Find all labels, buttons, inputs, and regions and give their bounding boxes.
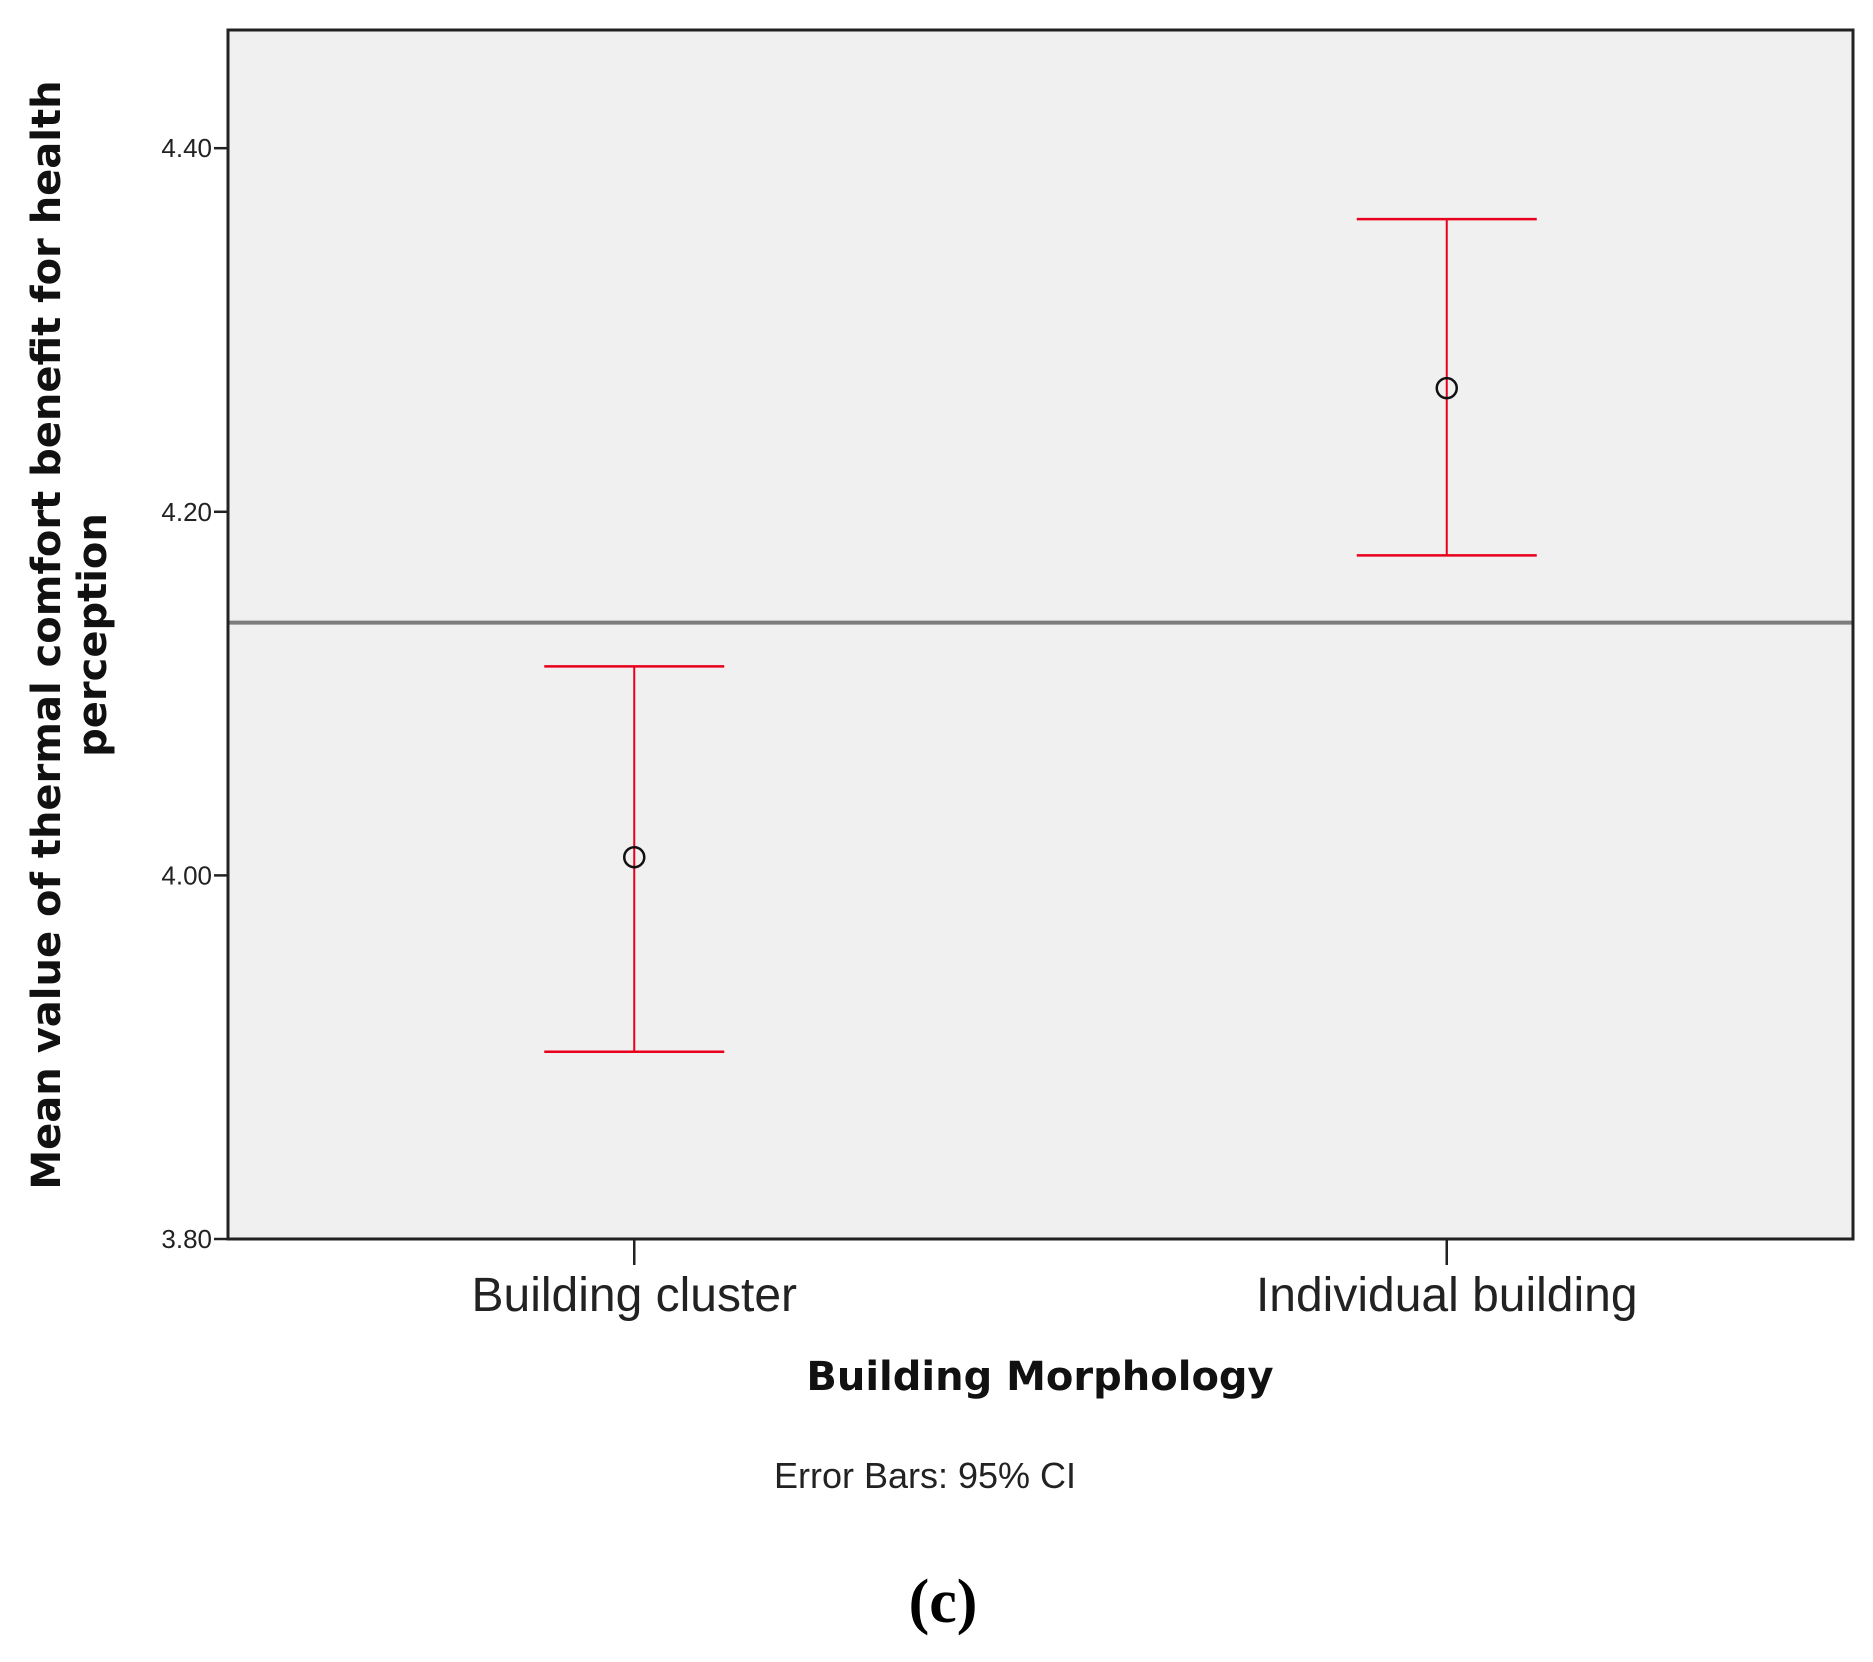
x-category-label: Individual building (1256, 1269, 1638, 1322)
x-category-label: Building cluster (472, 1269, 798, 1322)
y-axis: 3.80 4.00 4.20 4.40 (161, 133, 228, 1254)
data-marks (544, 217, 1537, 1053)
y-tick-label: 4.20 (161, 497, 212, 527)
mean-marker (623, 845, 646, 869)
plot-area (226, 28, 1855, 1241)
x-axis: Building cluster Individual building (472, 1239, 1638, 1322)
error-bars-footnote: Error Bars: 95% CI (774, 1455, 1076, 1496)
x-axis-title: Building Morphology (806, 1354, 1273, 1400)
y-axis-title-line1: Mean value of thermal comfort benefit fo… (24, 80, 70, 1189)
y-tick-label: 4.00 (161, 860, 212, 890)
y-axis-title-line2: perception (70, 513, 116, 757)
mean-marker (1435, 376, 1458, 400)
panel-label: (c) (909, 1568, 978, 1636)
y-tick-label: 4.40 (161, 133, 212, 163)
y-tick-label: 3.80 (161, 1224, 212, 1254)
